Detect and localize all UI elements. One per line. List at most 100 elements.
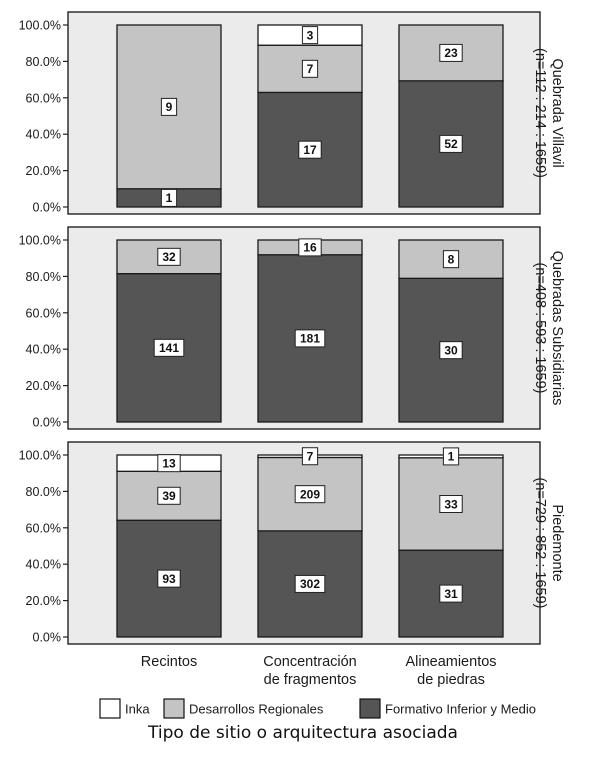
y-tick-label: 20.0% [26, 164, 61, 178]
data-label-box [157, 486, 181, 505]
data-label: 9 [160, 97, 178, 116]
data-label-box [298, 238, 322, 257]
data-label: 7 [301, 447, 319, 466]
data-label: 31 [439, 584, 463, 603]
panel-label-line: (n=729 : 852 : 1659) [532, 477, 548, 608]
data-label-text: 39 [162, 489, 176, 503]
panel-label-line: Quebrada Villavil [549, 58, 565, 167]
data-label-box [439, 584, 463, 603]
legend-swatch [99, 698, 121, 719]
panel-label-line: Quebradas Subsidiarias [549, 251, 565, 406]
panel-label: Piedemonte(n=729 : 852 : 1659) [532, 477, 565, 608]
panel-label-line: Piedemonte [549, 504, 565, 581]
data-label: 1 [160, 188, 178, 207]
data-label-text: 23 [444, 46, 458, 60]
legend-item: Desarrollos Regionales [163, 698, 324, 719]
y-tick-label: 100.0% [19, 234, 61, 248]
data-label-text: 31 [444, 587, 458, 601]
legend-item: Inka [99, 698, 150, 719]
data-label: 141 [153, 338, 185, 357]
data-label-box [439, 341, 463, 360]
bar-segment [257, 254, 363, 423]
data-label-text: 302 [300, 577, 320, 591]
legend-swatch [163, 698, 185, 719]
data-label: 32 [157, 247, 181, 266]
y-tick-label: 40.0% [26, 128, 61, 142]
data-label-box [298, 140, 322, 159]
category-label: Alineamientos de piedras [405, 654, 496, 688]
data-label-text: 33 [444, 497, 458, 511]
legend: Inka Desarrollos Regionales Formativo Infe… [99, 698, 536, 719]
panel-label: Quebradas Subsidiarias(n=408 : 593 : 165… [532, 251, 565, 406]
data-label-text: 93 [162, 572, 176, 586]
y-tick-label: 0.0% [33, 201, 62, 215]
data-label-text: 16 [303, 241, 317, 255]
data-label-text: 209 [300, 487, 320, 501]
data-label-text: 52 [444, 137, 458, 151]
data-label-box [294, 329, 326, 348]
y-tick-label: 60.0% [26, 306, 61, 320]
data-label: 16 [298, 238, 322, 257]
data-label: 8 [442, 250, 460, 269]
data-label-text: 8 [448, 252, 455, 266]
data-label: 181 [294, 329, 326, 348]
category-label-line: de piedras [417, 672, 485, 688]
data-label-box [294, 574, 326, 593]
data-label-box [442, 447, 460, 466]
panel-label-line: (n=408 : 593 : 1659) [532, 262, 548, 393]
data-label: 302 [294, 574, 326, 593]
y-tick-label: 20.0% [26, 379, 61, 393]
data-label: 52 [439, 134, 463, 153]
data-label: 3 [301, 26, 319, 45]
data-label-box [294, 485, 326, 504]
data-label-text: 7 [307, 450, 314, 464]
category-label: Recintos [141, 654, 197, 670]
y-tick-label: 80.0% [26, 485, 61, 499]
data-label: 39 [157, 486, 181, 505]
data-label: 13 [157, 454, 181, 473]
data-label: 209 [294, 485, 326, 504]
data-label-text: 30 [444, 343, 458, 357]
y-tick-label: 100.0% [19, 19, 61, 33]
legend-label: Formativo Inferior y Medio [385, 702, 536, 717]
data-label-box [439, 43, 463, 62]
chart-panels: 0.0%20.0%40.0%60.0%80.0%100.0%1917735223… [19, 11, 565, 645]
data-label-text: 181 [300, 332, 320, 346]
legend-label: Desarrollos Regionales [189, 702, 324, 717]
panel-3: 0.0% 20.0% 40.0% 60.0% 80.0% 100.0% 93 39 13 302 2… [19, 441, 565, 645]
bar-segment [116, 470, 222, 521]
y-tick-label: 40.0% [26, 343, 61, 357]
panel-label-line: (n=112 : 214 : 1659) [532, 48, 548, 178]
category-label-line: de fragmentos [264, 672, 357, 688]
y-tick-label: 60.0% [26, 521, 61, 535]
legend-item: Formativo Inferior y Medio [359, 698, 536, 719]
y-tick-label: 0.0% [33, 631, 62, 645]
y-tick-label: 80.0% [26, 55, 61, 69]
data-label: 93 [157, 569, 181, 588]
data-label-text: 3 [307, 28, 314, 42]
category-label-line: Concentración [263, 654, 357, 670]
x-axis-title: Tipo de sitio o arquitectura asociada [147, 723, 458, 743]
y-tick-label: 20.0% [26, 594, 61, 608]
data-label-box [301, 447, 319, 466]
data-label-box [439, 134, 463, 153]
data-label: 23 [439, 43, 463, 62]
data-label-text: 13 [162, 456, 176, 470]
panel-label: Quebrada Villavil(n=112 : 214 : 1659) [532, 48, 565, 178]
y-tick-label: 100.0% [19, 449, 61, 463]
data-label-box [157, 247, 181, 266]
data-label-box [157, 569, 181, 588]
panel-1: 0.0% 20.0% 40.0% 60.0% 80.0% 100.0% 1 9 17 7 3 52 23… [19, 11, 565, 215]
data-label-text: 1 [448, 450, 455, 464]
y-tick-label: 40.0% [26, 558, 61, 572]
y-tick-label: 80.0% [26, 270, 61, 284]
legend-label: Inka [125, 702, 150, 717]
panel-2: 0.0% 20.0% 40.0% 60.0% 80.0% 100.0% 141 32 181 16… [19, 226, 565, 430]
data-label: 30 [439, 341, 463, 360]
data-label-text: 9 [166, 100, 173, 114]
category-label-line: Recintos [141, 654, 197, 670]
category-axis-labels: Recintos Concentración de fragmentos Alinea… [141, 654, 497, 688]
data-label: 1 [442, 447, 460, 466]
data-label-box [442, 250, 460, 269]
